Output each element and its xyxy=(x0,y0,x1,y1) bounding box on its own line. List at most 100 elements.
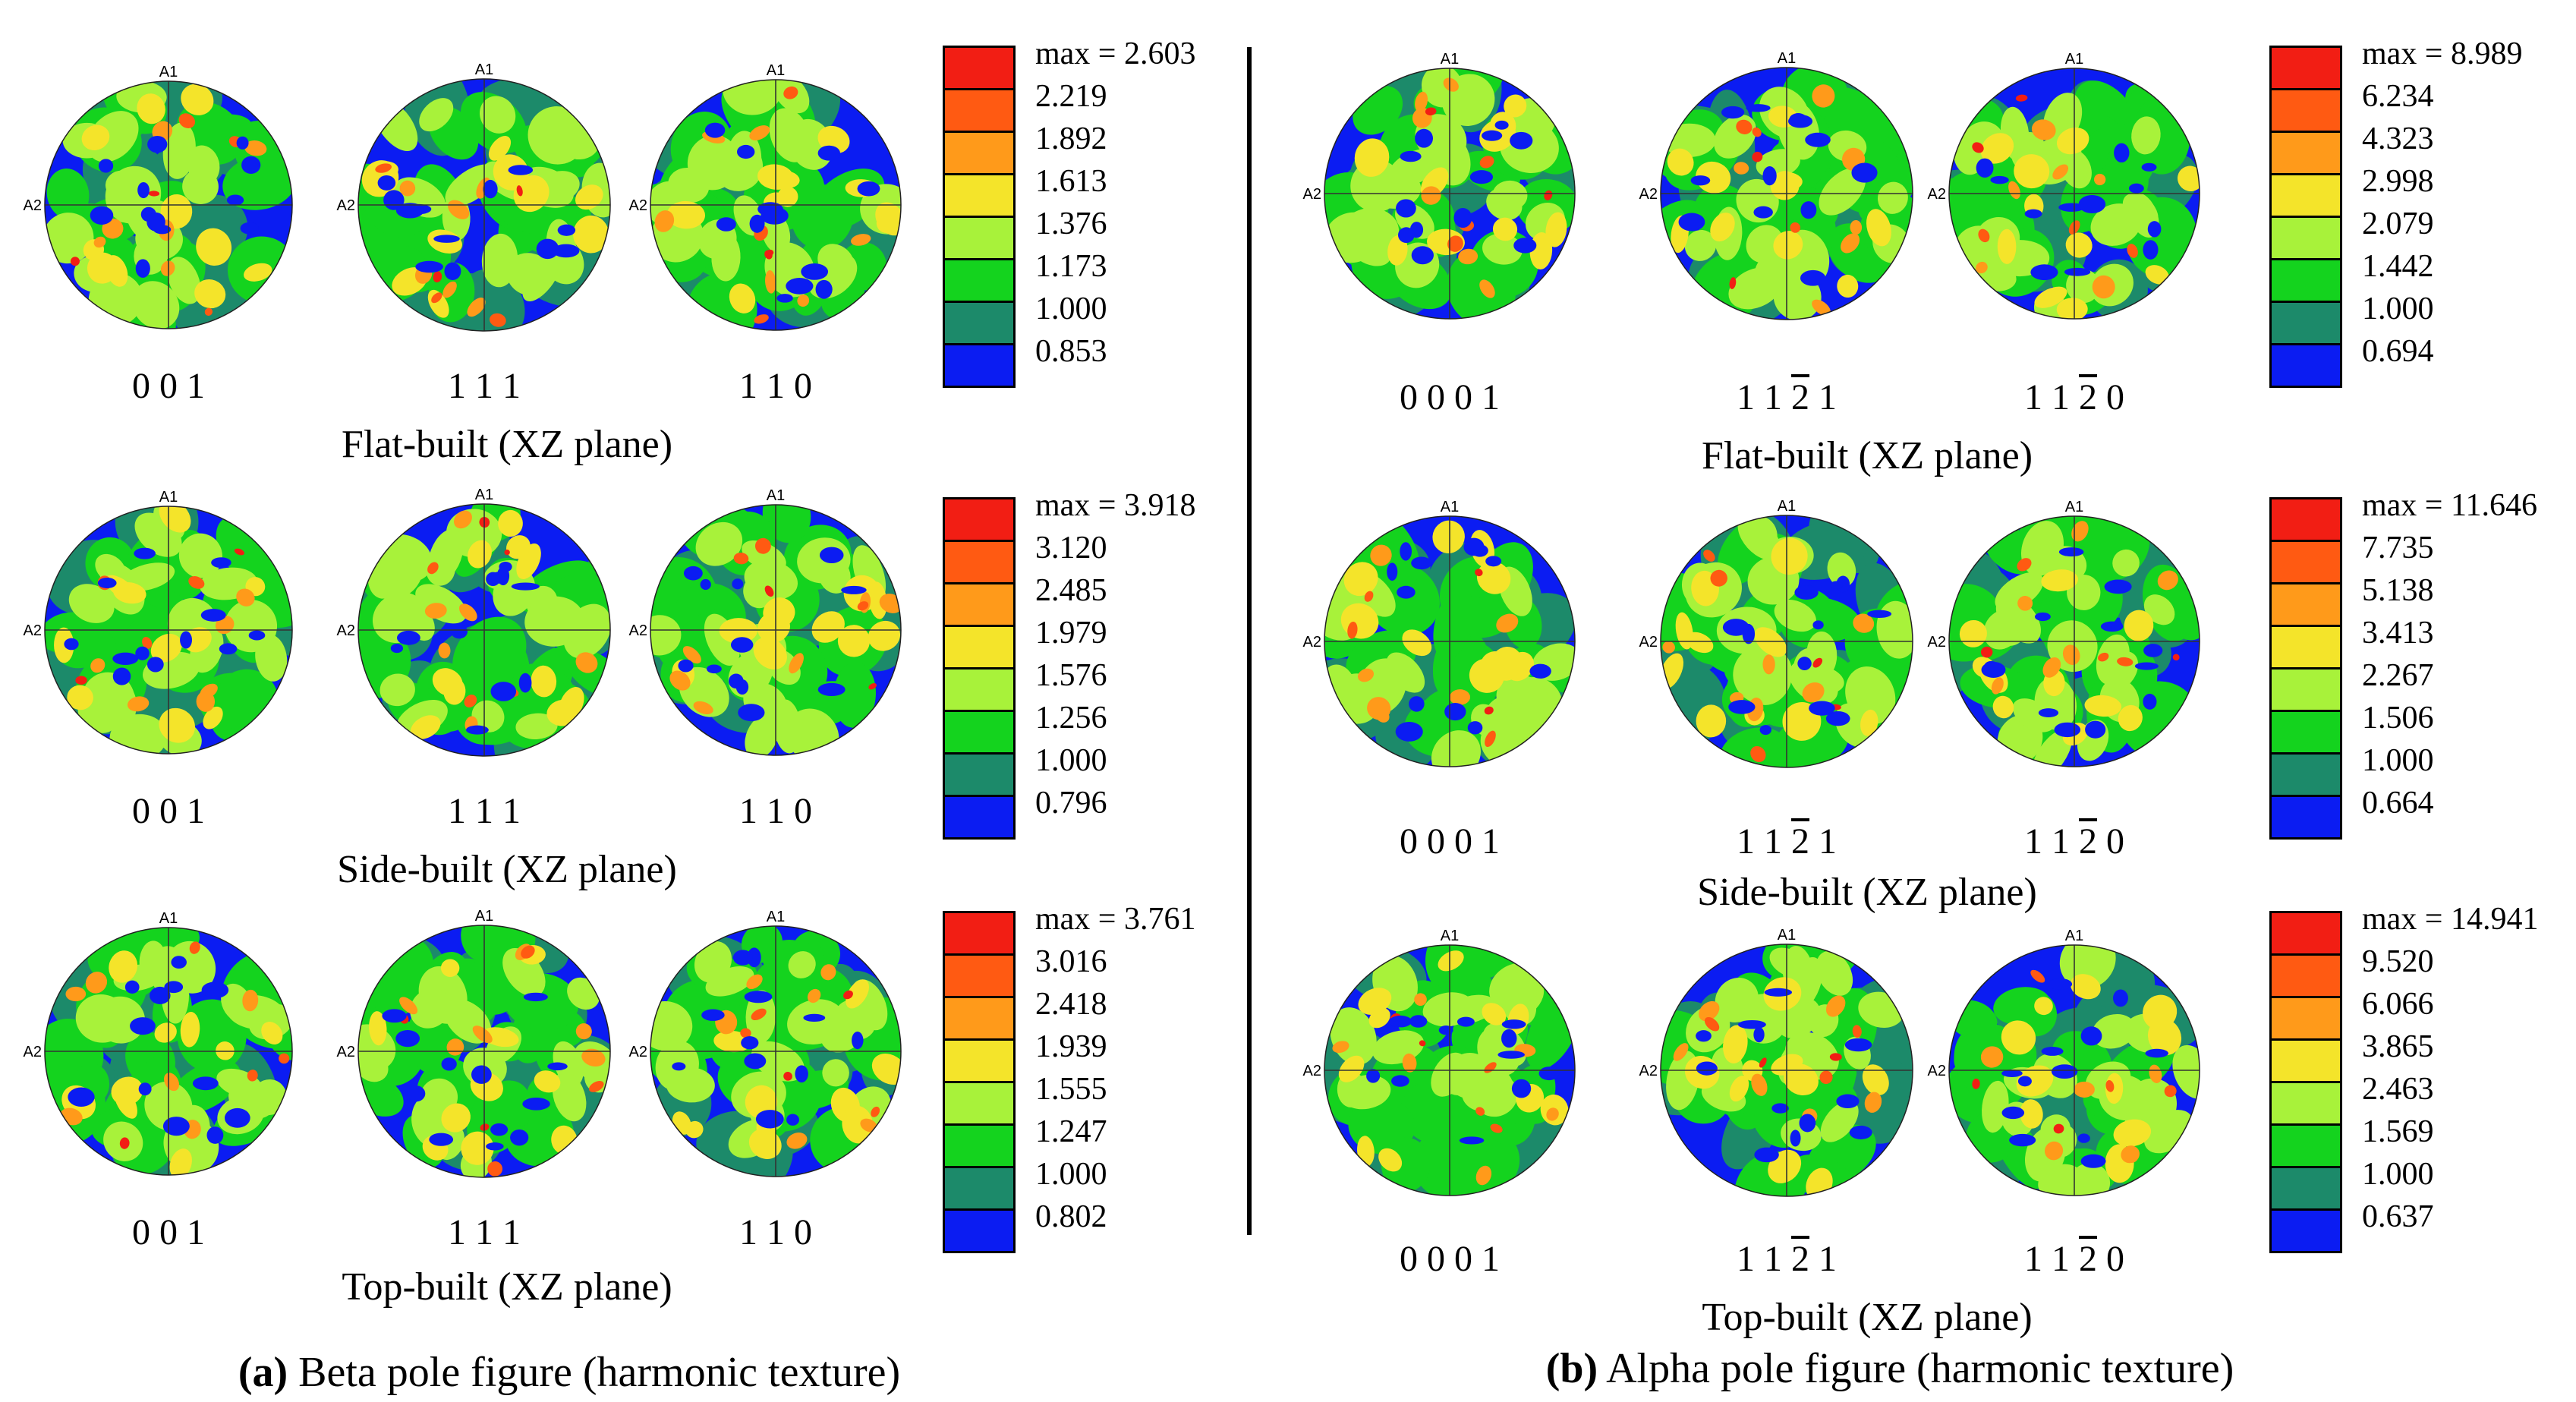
axis-label-a2: A2 xyxy=(24,197,42,214)
beta-legend-0: max = 2.603 2.219 1.892 1.613 1.376 1.173 1.00… xyxy=(943,38,1261,410)
pole-index-label: 1 1 1 xyxy=(448,366,521,406)
legend-swatch xyxy=(2269,667,2342,712)
legend-max-label: max = 14.941 xyxy=(2362,902,2539,937)
pole-index-label: 0 0 0 1 xyxy=(1400,821,1500,862)
legend-swatch xyxy=(943,953,1016,998)
row-title: Flat-built (XZ plane) xyxy=(341,423,673,466)
legend-swatch xyxy=(2269,1208,2342,1253)
alpha-pole-0-2: A1 A2 xyxy=(1928,51,2200,320)
alpha-legend-0: max = 8.989 6.234 4.323 2.998 2.079 1.442 1.00… xyxy=(2269,38,2576,410)
legend-swatch xyxy=(943,1166,1016,1211)
axis-label-a1: A1 xyxy=(475,908,493,925)
legend-value-label: 1.979 xyxy=(1035,616,1107,651)
legend-swatch xyxy=(943,497,1016,542)
legend-value-label: 3.865 xyxy=(2362,1029,2434,1064)
legend-swatch xyxy=(2269,710,2342,755)
pole-index-label: 1 1 2 1 xyxy=(1737,377,1837,417)
legend-value-label: 2.079 xyxy=(2362,206,2434,241)
axis-label-a2: A2 xyxy=(1639,186,1658,203)
axis-label-a2: A2 xyxy=(1928,634,1946,651)
legend-max-label: max = 2.603 xyxy=(1035,36,1196,71)
legend-value-label: 1.247 xyxy=(1035,1114,1107,1149)
axis-label-a1: A1 xyxy=(159,489,178,506)
legend-value-label: 1.000 xyxy=(1035,1157,1107,1192)
legend-value-label: 1.555 xyxy=(1035,1072,1107,1107)
pole-index-label: 0 0 1 xyxy=(132,1212,205,1252)
row-title: Side-built (XZ plane) xyxy=(337,848,677,891)
legend-value-label: 3.016 xyxy=(1035,944,1107,979)
beta-pole-2-0: A1 A2 xyxy=(24,910,293,1176)
legend-value-label: 5.138 xyxy=(2362,573,2434,608)
legend-swatch xyxy=(2269,953,2342,998)
legend-value-label: 1.000 xyxy=(2362,743,2434,778)
legend-value-label: 6.066 xyxy=(2362,987,2434,1022)
axis-label-a1: A1 xyxy=(1441,499,1459,515)
legend-swatch xyxy=(2269,46,2342,90)
legend-swatch xyxy=(2269,795,2342,840)
legend-swatch xyxy=(943,88,1016,133)
axis-label-a2: A2 xyxy=(1639,1063,1658,1079)
legend-swatch xyxy=(943,710,1016,755)
legend-value-label: 1.000 xyxy=(2362,291,2434,326)
legend-swatch xyxy=(943,540,1016,584)
axis-label-a1: A1 xyxy=(159,64,178,80)
axis-label-a1: A1 xyxy=(767,487,785,504)
alpha-pole-1-0: A1 A2 xyxy=(1303,499,1576,767)
pole-index-label: 1 1 0 xyxy=(739,1212,812,1252)
legend-swatch xyxy=(943,911,1016,956)
legend-swatch xyxy=(943,1123,1016,1168)
legend-value-label: 2.485 xyxy=(1035,573,1107,608)
legend-swatch xyxy=(2269,1038,2342,1083)
legend-value-label: 0.802 xyxy=(1035,1199,1107,1234)
legend-swatch xyxy=(943,667,1016,712)
pole-index-label: 1 1 2 0 xyxy=(2024,377,2124,417)
legend-value-label: 9.520 xyxy=(2362,944,2434,979)
legend-swatch xyxy=(2269,540,2342,584)
pole-index-label: 0 0 0 1 xyxy=(1400,377,1500,417)
beta-pole-2-2: A1 A2 xyxy=(629,909,902,1177)
legend-swatch xyxy=(943,1208,1016,1253)
pole-index-label: 1 1 0 xyxy=(739,366,812,406)
legend-swatch xyxy=(2269,582,2342,627)
legend-value-label: 1.613 xyxy=(1035,164,1107,199)
row-title: Side-built (XZ plane) xyxy=(1697,871,2037,914)
legend-swatch xyxy=(943,752,1016,797)
beta-pole-1-0: A1 A2 xyxy=(24,489,293,755)
legend-value-label: 1.576 xyxy=(1035,658,1107,693)
alpha-pole-2-1: A1 A2 xyxy=(1639,927,1913,1197)
legend-swatch xyxy=(943,625,1016,669)
pole-index-label: 1 1 2 0 xyxy=(2024,821,2124,862)
axis-label-a1: A1 xyxy=(475,61,493,78)
legend-swatch xyxy=(2269,343,2342,388)
legend-max-label: max = 3.918 xyxy=(1035,488,1196,523)
legend-swatch xyxy=(2269,131,2342,175)
legend-swatch xyxy=(2269,1166,2342,1211)
pole-index-label: 1 1 1 xyxy=(448,1212,521,1252)
legend-value-label: 0.664 xyxy=(2362,786,2434,821)
axis-label-a2: A2 xyxy=(337,197,355,214)
legend-value-label: 0.694 xyxy=(2362,334,2434,369)
axis-label-a1: A1 xyxy=(159,910,178,927)
axis-label-a2: A2 xyxy=(629,1044,647,1060)
alpha-pole-1-1: A1 A2 xyxy=(1639,498,1913,768)
legend-swatch xyxy=(2269,88,2342,133)
axis-label-a1: A1 xyxy=(1778,498,1796,515)
pole-index-label: 0 0 1 xyxy=(132,366,205,406)
legend-swatch xyxy=(2269,301,2342,345)
panel-divider xyxy=(1247,47,1252,1235)
legend-swatch xyxy=(943,46,1016,90)
legend-value-label: 4.323 xyxy=(2362,121,2434,156)
alpha-pole-1-2: A1 A2 xyxy=(1928,499,2200,767)
legend-max-label: max = 3.761 xyxy=(1035,902,1196,937)
legend-swatch xyxy=(943,343,1016,388)
legend-swatch xyxy=(2269,216,2342,260)
legend-swatch xyxy=(943,795,1016,840)
axis-label-a1: A1 xyxy=(1441,51,1459,68)
axis-label-a1: A1 xyxy=(1778,927,1796,944)
legend-swatch xyxy=(943,301,1016,345)
pole-index-label: 0 0 1 xyxy=(132,791,205,831)
axis-label-a2: A2 xyxy=(629,197,647,214)
beta-pole-0-1: A1 A2 xyxy=(337,61,611,332)
legend-value-label: 1.892 xyxy=(1035,121,1107,156)
